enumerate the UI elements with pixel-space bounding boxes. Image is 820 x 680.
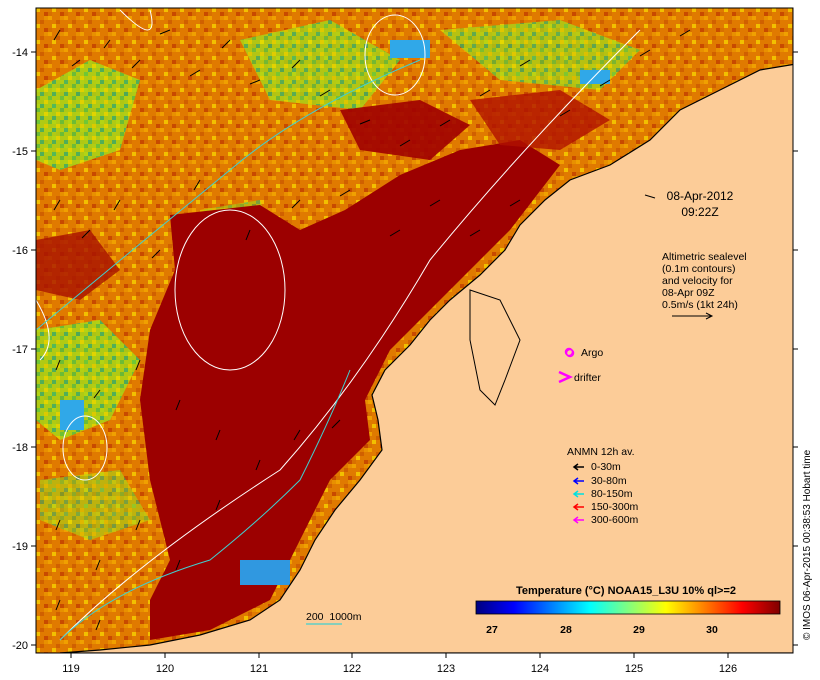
lat-tick-label: -19 xyxy=(12,541,28,553)
lat-tick-label: -14 xyxy=(12,47,28,59)
anmn-entry: 300-600m xyxy=(572,514,639,526)
lon-tick-label: 124 xyxy=(531,663,549,675)
arrow-icon xyxy=(572,463,584,471)
map-frame xyxy=(35,7,794,654)
anmn-entry: 30-80m xyxy=(572,475,627,487)
lon-tick-label: 121 xyxy=(250,663,268,675)
anmn-entry-label: 0-30m xyxy=(591,461,621,473)
lon-tick-label: 125 xyxy=(625,663,643,675)
colorbar: Temperature (°C) NOAA15_L3U 10% ql>=2 27… xyxy=(475,585,781,636)
symbol-legend: Argo drifter xyxy=(558,347,603,384)
anmn-title: ANMN 12h av. xyxy=(567,446,635,458)
colorbar-tick: 30 xyxy=(706,624,718,636)
argo-icon xyxy=(564,347,574,357)
datetime-label: 08-Apr-2012 09:22Z xyxy=(667,189,734,219)
lat-tick-label: -17 xyxy=(12,344,28,356)
lat-tick-label: -16 xyxy=(12,245,28,257)
date-text: 08-Apr-2012 xyxy=(667,189,734,203)
longitude-axis: 119 120 121 122 123 124 125 126 xyxy=(62,663,737,675)
altimetry-note: Altimetric sealevel (0.1m contours) and … xyxy=(662,251,747,311)
latitude-axis: -14 -15 -16 -17 -18 -19 -20 xyxy=(12,47,28,652)
lon-tick-label: 126 xyxy=(719,663,737,675)
lon-tick-label: 120 xyxy=(156,663,174,675)
colorbar-gradient xyxy=(475,600,781,615)
credit-text: © IMOS 06-Apr-2015 00:38:53 Hobart time xyxy=(802,449,813,640)
argo-label: Argo xyxy=(581,347,603,359)
velocity-scale-arrow xyxy=(672,312,714,320)
lat-tick-label: -15 xyxy=(12,146,28,158)
warm-coastal-water xyxy=(140,140,560,640)
depth-legend: 200 1000m xyxy=(306,611,362,625)
anmn-entry-label: 30-80m xyxy=(591,475,627,487)
anmn-entry: 150-300m xyxy=(572,501,639,513)
arrow-icon xyxy=(572,503,584,511)
sealevel-contours xyxy=(36,9,641,641)
altimetry-line: and velocity for xyxy=(662,275,733,287)
velocity-arrows xyxy=(53,29,691,631)
lon-tick-label: 119 xyxy=(62,663,80,675)
cool-patch-south xyxy=(240,560,290,585)
anmn-entry-label: 150-300m xyxy=(591,501,639,513)
arrow-icon xyxy=(572,490,584,498)
anmn-legend: ANMN 12h av. 0-30m 30-80m 80-150m 150-30… xyxy=(567,446,639,526)
drifter-icon xyxy=(558,370,574,384)
drifter-label: drifter xyxy=(574,372,601,384)
lon-tick-label: 123 xyxy=(437,663,455,675)
anmn-entry: 0-30m xyxy=(572,461,621,473)
depth-legend-label: 200 1000m xyxy=(306,611,362,623)
altimetry-line: (0.1m contours) xyxy=(662,263,736,275)
arrow-icon xyxy=(572,516,584,524)
peninsula xyxy=(469,289,521,406)
time-text: 09:22Z xyxy=(681,205,718,219)
lat-tick-label: -20 xyxy=(12,640,28,652)
colorbar-title: Temperature (°C) NOAA15_L3U 10% ql>=2 xyxy=(516,585,736,597)
altimetry-line: 0.5m/s (1kt 24h) xyxy=(662,299,738,311)
anmn-entry-label: 300-600m xyxy=(591,514,639,526)
land xyxy=(59,63,793,653)
anmn-entry: 80-150m xyxy=(572,488,633,500)
altimetry-line: 08-Apr 09Z xyxy=(662,287,715,299)
lat-tick-label: -18 xyxy=(12,442,28,454)
isobath-lines xyxy=(36,59,421,641)
colorbar-tick: 28 xyxy=(560,624,572,636)
anmn-entry-label: 80-150m xyxy=(591,488,633,500)
altimetry-line: Altimetric sealevel xyxy=(662,251,747,263)
argo-marker xyxy=(565,348,575,358)
arrow-icon xyxy=(572,477,584,485)
colorbar-tick: 27 xyxy=(486,624,498,636)
colorbar-tick: 29 xyxy=(633,624,645,636)
lon-tick-label: 122 xyxy=(343,663,361,675)
